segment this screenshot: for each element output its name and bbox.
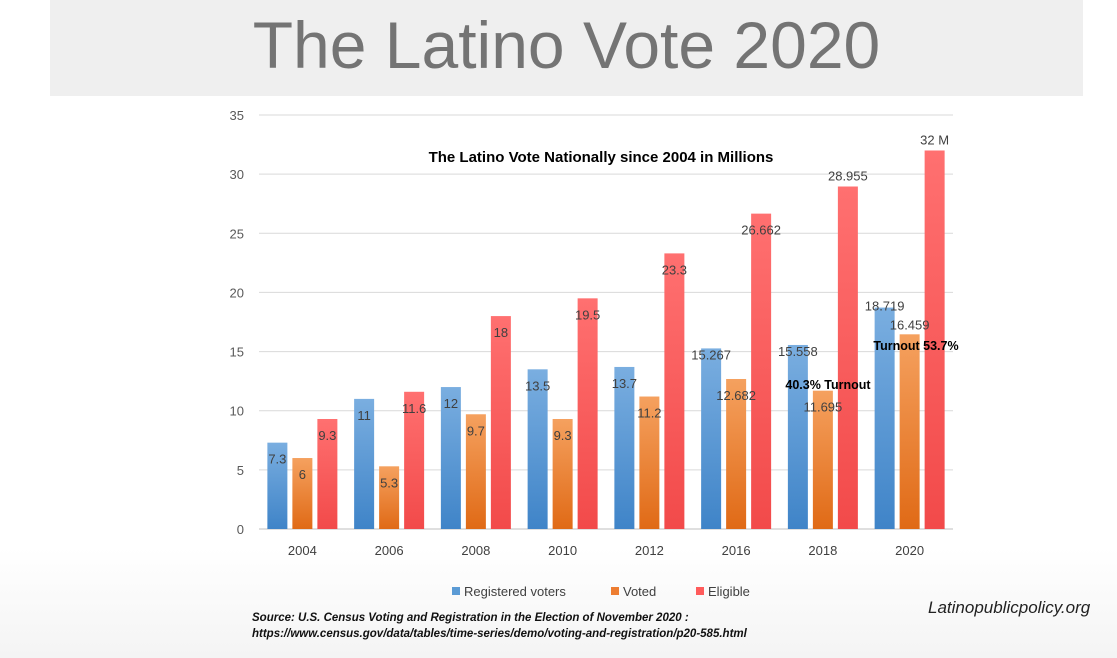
legend-label: Eligible bbox=[708, 584, 750, 599]
y-tick-label: 5 bbox=[237, 463, 244, 478]
legend-swatch bbox=[611, 587, 619, 595]
bar-eligible bbox=[490, 316, 511, 529]
website-credit: Latinopublicpolicy.org bbox=[928, 598, 1091, 617]
bar-voted bbox=[899, 334, 920, 529]
data-label: 15.558 bbox=[778, 344, 818, 359]
source-line-1: Source: U.S. Census Voting and Registrat… bbox=[252, 612, 689, 624]
data-label: 11.6 bbox=[402, 401, 426, 416]
bars bbox=[267, 150, 945, 529]
slide-background-lower bbox=[0, 548, 1117, 658]
title-band bbox=[50, 0, 1083, 96]
data-label: 9.3 bbox=[554, 428, 572, 443]
bar-registered-voters bbox=[701, 348, 722, 529]
x-tick-label: 2010 bbox=[548, 543, 577, 558]
bar-registered-voters bbox=[874, 307, 895, 529]
bar-registered-voters bbox=[354, 398, 375, 529]
legend-swatch bbox=[696, 587, 704, 595]
chart-title: The Latino Vote Nationally since 2004 in… bbox=[429, 149, 774, 166]
bar-voted bbox=[552, 418, 573, 529]
legend: Registered voters Voted Eligible bbox=[452, 584, 750, 599]
bar-registered-voters bbox=[267, 442, 288, 529]
source-line-2: https://www.census.gov/data/tables/time-… bbox=[252, 628, 747, 640]
data-label: 18.719 bbox=[865, 299, 905, 314]
bar-voted bbox=[379, 466, 400, 529]
y-tick-label: 35 bbox=[230, 108, 244, 123]
bar-eligible bbox=[837, 186, 858, 529]
bar-eligible bbox=[577, 298, 598, 529]
y-axis-ticks: 0 5 10 15 20 25 30 35 bbox=[230, 108, 244, 537]
grid-lines bbox=[259, 114, 953, 530]
y-tick-label: 10 bbox=[230, 404, 244, 419]
x-tick-label: 2006 bbox=[375, 543, 404, 558]
bar-voted bbox=[812, 390, 833, 529]
data-label: 16.459 bbox=[890, 317, 930, 332]
data-label: 11.695 bbox=[803, 400, 842, 415]
bar-registered-voters bbox=[440, 387, 461, 529]
y-tick-label: 30 bbox=[230, 167, 244, 182]
annotations: 40.3% Turnout Turnout 53.7% bbox=[785, 339, 958, 392]
bar-chart: 0 5 10 15 20 25 30 35 7.3 6 9.3 11 5.3 11.6 12 9.7 18 13… bbox=[230, 108, 959, 599]
bar-eligible bbox=[924, 150, 945, 529]
x-axis-ticks: 2004 2006 2008 2010 2012 2016 2018 2020 bbox=[288, 543, 924, 558]
data-label: 7.3 bbox=[268, 452, 286, 467]
legend-swatch bbox=[452, 587, 460, 595]
y-tick-label: 15 bbox=[230, 345, 244, 360]
bar-registered-voters bbox=[787, 344, 808, 529]
data-label: 9.7 bbox=[467, 423, 485, 438]
legend-label: Registered voters bbox=[464, 584, 566, 599]
data-label: 32 M bbox=[920, 132, 949, 147]
data-label: 11 bbox=[357, 408, 371, 423]
slide-title: The Latino Vote 2020 bbox=[252, 8, 881, 82]
bar-eligible bbox=[751, 213, 772, 529]
bar-voted bbox=[726, 378, 747, 529]
bar-eligible bbox=[317, 418, 338, 529]
bar-registered-voters bbox=[614, 366, 635, 529]
legend-label: Voted bbox=[623, 584, 656, 599]
bar-registered-voters bbox=[527, 369, 548, 529]
data-label: 15.267 bbox=[691, 347, 731, 362]
y-tick-label: 0 bbox=[237, 522, 244, 537]
x-tick-label: 2008 bbox=[461, 543, 490, 558]
turnout-annotation: Turnout 53.7% bbox=[873, 339, 958, 353]
data-label: 13.5 bbox=[525, 378, 550, 393]
x-tick-label: 2012 bbox=[635, 543, 664, 558]
source-note: Source: U.S. Census Voting and Registrat… bbox=[252, 610, 747, 642]
data-label: 5.3 bbox=[380, 475, 398, 490]
data-label: 6 bbox=[299, 467, 306, 482]
bar-voted bbox=[639, 396, 660, 529]
bar-voted bbox=[465, 414, 486, 529]
data-label: 11.2 bbox=[637, 406, 661, 421]
data-label: 13.7 bbox=[612, 376, 637, 391]
data-label: 19.5 bbox=[575, 307, 600, 322]
turnout-annotation: 40.3% Turnout bbox=[785, 378, 871, 392]
bar-eligible bbox=[664, 253, 685, 529]
x-tick-label: 2018 bbox=[808, 543, 837, 558]
data-label: 12.682 bbox=[716, 388, 756, 403]
x-tick-label: 2004 bbox=[288, 543, 317, 558]
data-label: 26.662 bbox=[741, 223, 781, 238]
data-label: 23.3 bbox=[662, 262, 687, 277]
data-label: 18 bbox=[494, 325, 508, 340]
data-label: 12 bbox=[444, 396, 458, 411]
bar-voted bbox=[292, 458, 313, 529]
x-tick-label: 2016 bbox=[722, 543, 751, 558]
y-tick-label: 20 bbox=[230, 285, 244, 300]
data-label: 9.3 bbox=[318, 428, 336, 443]
x-tick-label: 2020 bbox=[895, 543, 924, 558]
data-label: 28.955 bbox=[828, 169, 868, 184]
bar-eligible bbox=[404, 391, 425, 529]
y-tick-label: 25 bbox=[230, 226, 244, 241]
